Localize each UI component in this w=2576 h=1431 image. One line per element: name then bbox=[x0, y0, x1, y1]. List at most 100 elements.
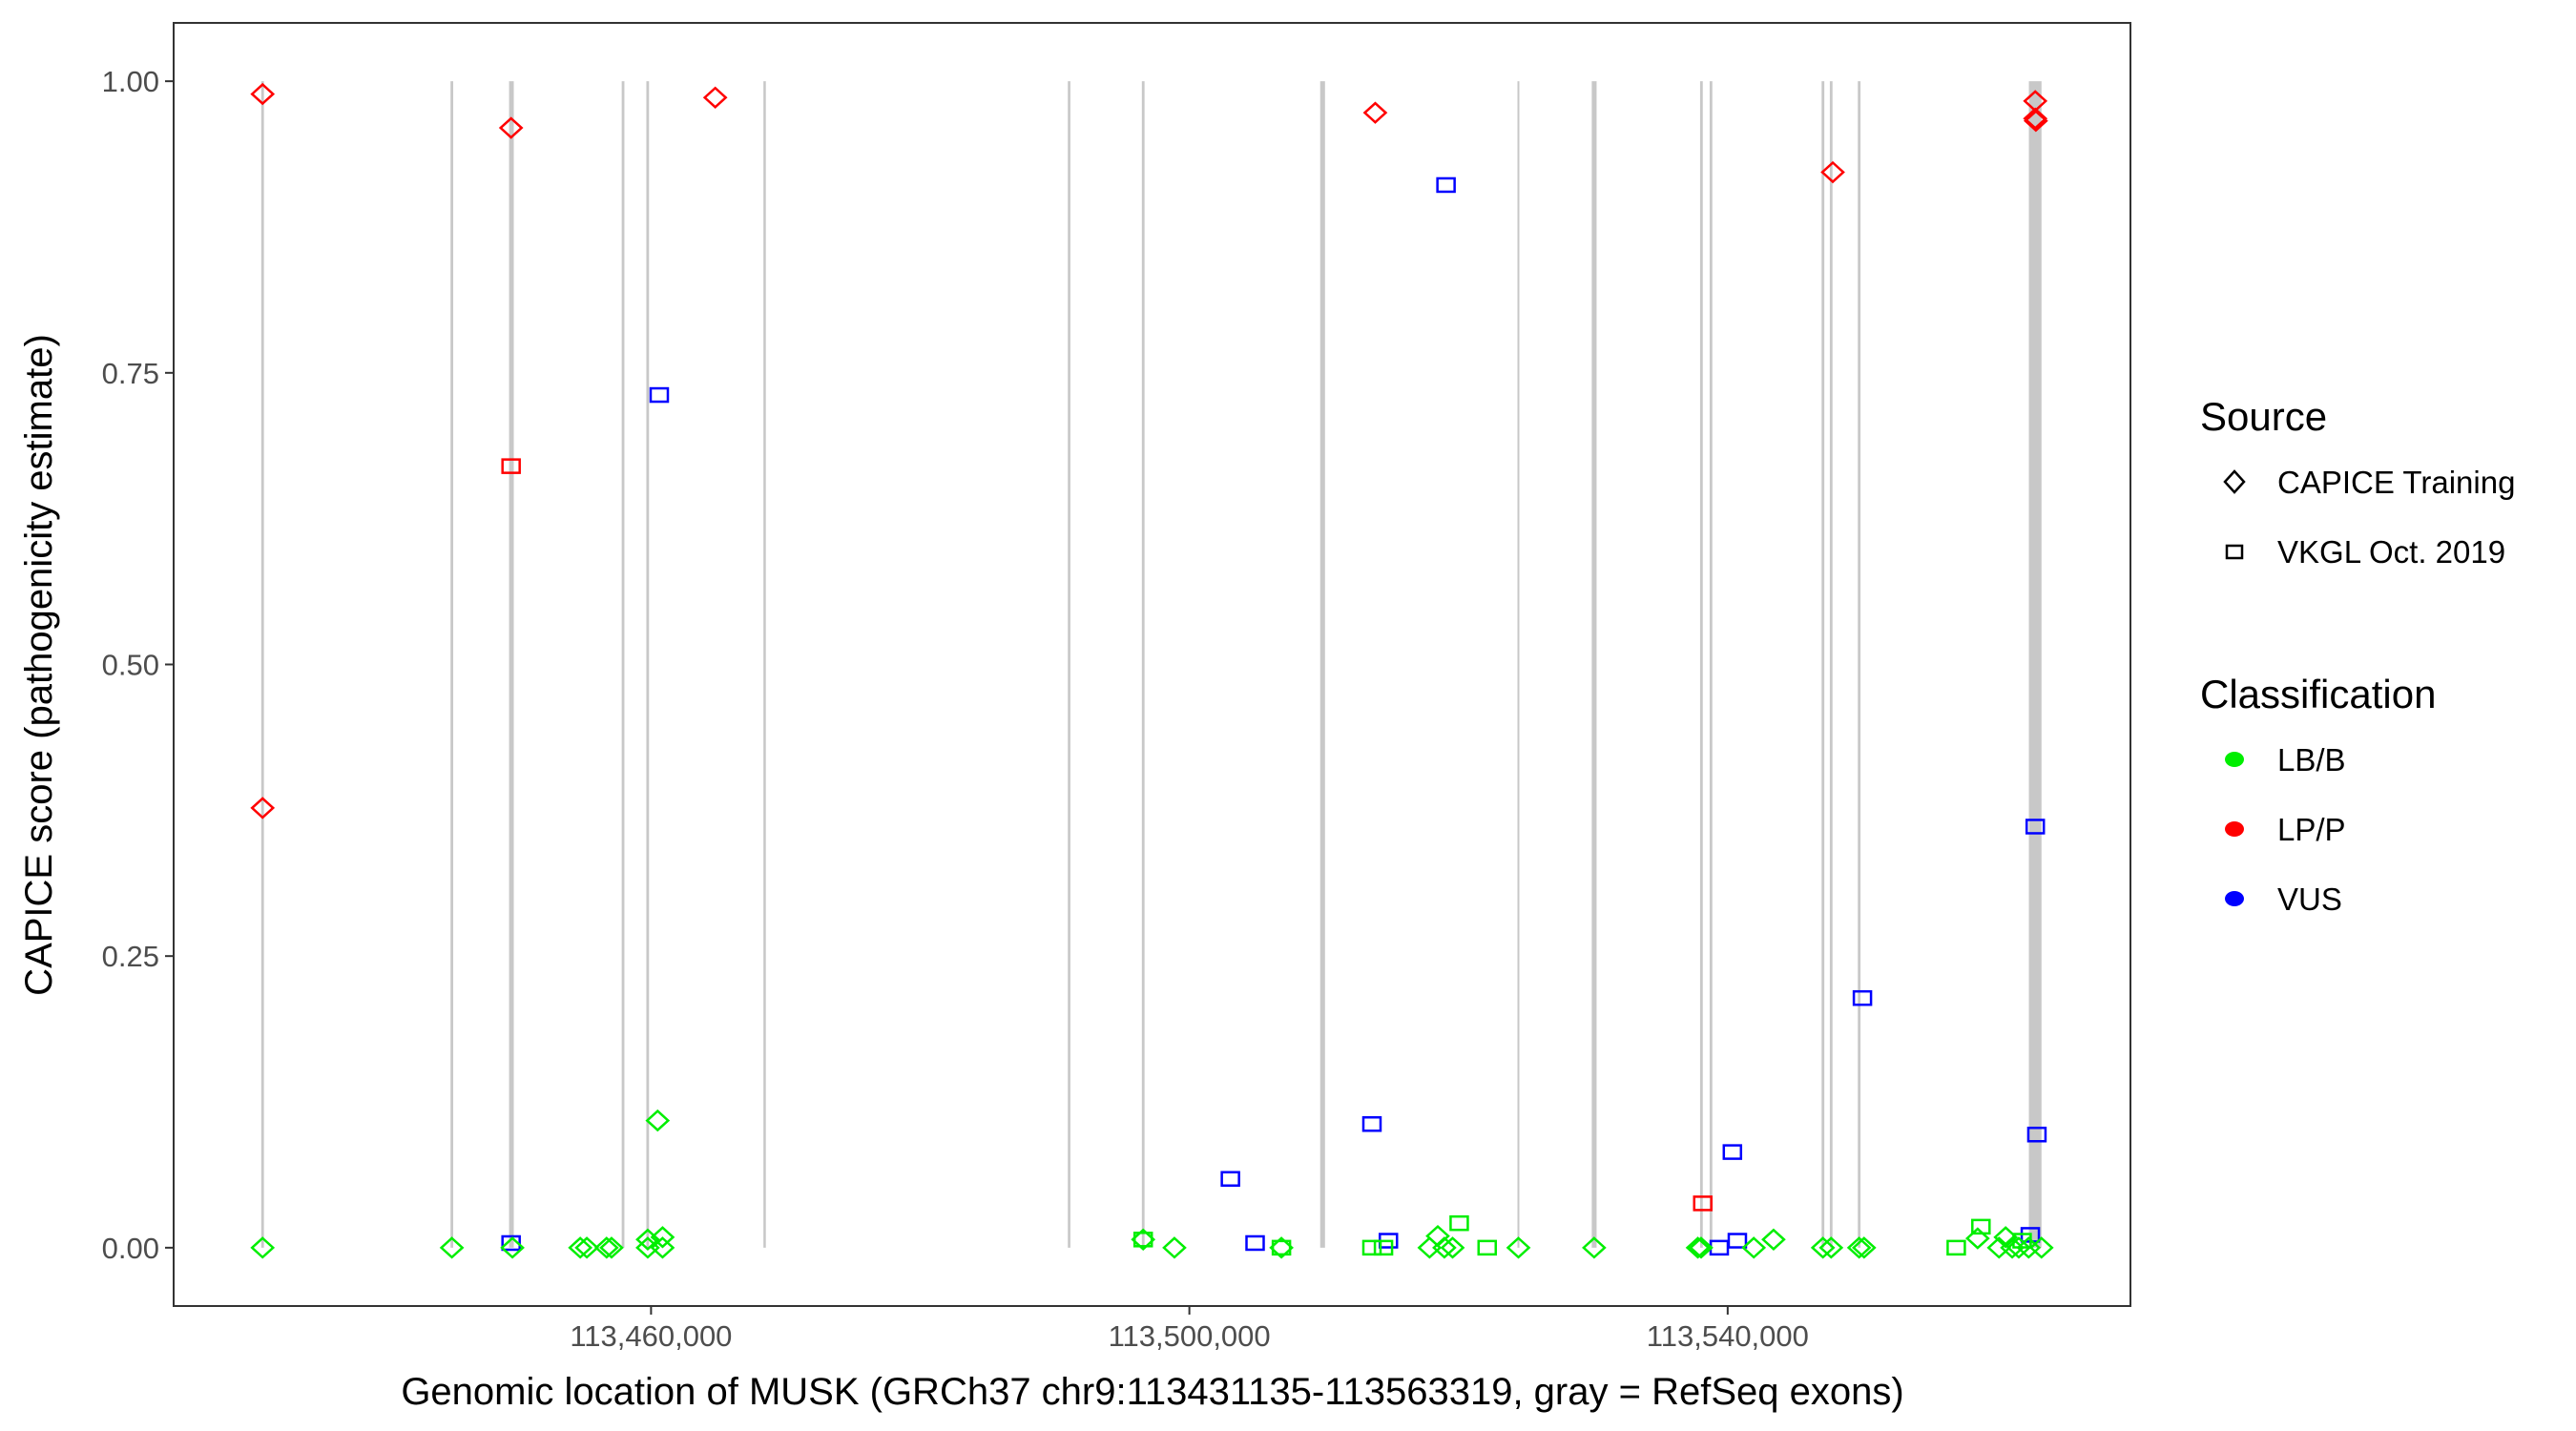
diamond-point bbox=[1582, 1236, 1607, 1259]
lbb-dot-icon bbox=[2225, 752, 2244, 767]
exon-line bbox=[646, 81, 650, 1248]
square-point bbox=[1722, 1144, 1743, 1160]
diamond-point bbox=[1820, 160, 1845, 184]
square-point bbox=[2012, 1233, 2032, 1249]
exon-line bbox=[1829, 81, 1833, 1248]
legend-class-title: Classification bbox=[2200, 672, 2436, 716]
exon-line bbox=[2028, 81, 2042, 1248]
exon-line bbox=[450, 81, 454, 1248]
diamond-point bbox=[2028, 1236, 2054, 1259]
square-point bbox=[1220, 1171, 1240, 1187]
exon-line bbox=[1858, 81, 1861, 1248]
exon-line bbox=[1319, 81, 1325, 1248]
legend-source-title: Source bbox=[2200, 394, 2327, 439]
diamond-point bbox=[568, 1236, 593, 1259]
legend-item-lbb: LB/B bbox=[2277, 742, 2346, 778]
exon-line bbox=[1141, 81, 1145, 1248]
exon-line bbox=[1591, 81, 1597, 1248]
diamond-point bbox=[1506, 1236, 1531, 1259]
diamond-point bbox=[1440, 1236, 1465, 1259]
x-tick-label: 113,540,000 bbox=[1647, 1319, 1809, 1353]
square-point bbox=[2026, 1127, 2047, 1143]
y-tick-label: 0.25 bbox=[102, 940, 159, 973]
diamond-point bbox=[1689, 1236, 1714, 1259]
legend-item-vkgl: VKGL Oct. 2019 bbox=[2277, 534, 2505, 570]
diamond-point bbox=[645, 1109, 671, 1132]
diamond-icon bbox=[2223, 469, 2246, 494]
diamond-point bbox=[1162, 1236, 1187, 1259]
square-point bbox=[1449, 1214, 1469, 1232]
exon-line bbox=[1068, 81, 1070, 1248]
square-point bbox=[649, 386, 670, 404]
diamond-point bbox=[1432, 1236, 1457, 1259]
square-icon bbox=[2225, 544, 2244, 560]
diamond-point bbox=[593, 1236, 619, 1259]
diamond-point bbox=[2023, 107, 2048, 130]
lpp-dot-icon bbox=[2225, 821, 2244, 837]
x-tick-label: 113,500,000 bbox=[1109, 1319, 1271, 1353]
diamond-point bbox=[1810, 1236, 1836, 1259]
diamond-point bbox=[1761, 1228, 1786, 1251]
legend-item-lpp: LP/P bbox=[2277, 812, 2346, 847]
x-axis-title: Genomic location of MUSK (GRCh37 chr9:11… bbox=[401, 1371, 1903, 1413]
square-point bbox=[501, 1234, 521, 1252]
diamond-point bbox=[599, 1236, 624, 1259]
diamond-point bbox=[2000, 1236, 2025, 1259]
y-tick-label: 0.00 bbox=[102, 1232, 159, 1265]
diamond-point bbox=[2024, 110, 2048, 133]
square-point bbox=[1477, 1239, 1497, 1256]
diamond-point bbox=[1818, 1236, 1844, 1259]
exon-line bbox=[1699, 81, 1703, 1248]
diamond-point bbox=[439, 1236, 465, 1259]
diamond-point bbox=[500, 1236, 525, 1259]
diamond-point bbox=[650, 1226, 675, 1249]
diamond-point bbox=[1362, 101, 1388, 124]
diamond-point bbox=[650, 1236, 675, 1259]
legend-item-vus: VUS bbox=[2277, 881, 2342, 917]
legend-item-capice: CAPICE Training bbox=[2277, 465, 2515, 500]
square-point bbox=[1245, 1234, 1265, 1252]
y-tick-label: 0.75 bbox=[102, 357, 159, 390]
y-tick-label: 1.00 bbox=[102, 65, 159, 98]
exon-line bbox=[763, 81, 766, 1248]
diamond-point bbox=[574, 1236, 599, 1259]
square-point bbox=[1727, 1233, 1748, 1249]
diamond-point bbox=[250, 82, 276, 106]
diamond-point bbox=[250, 1236, 276, 1259]
exon-line bbox=[1709, 81, 1713, 1248]
diamond-point bbox=[702, 86, 728, 109]
square-point bbox=[1693, 1195, 1713, 1212]
data-points bbox=[250, 82, 2054, 1259]
square-point bbox=[1132, 1232, 1153, 1248]
diamond-point bbox=[1685, 1236, 1711, 1259]
square-point bbox=[1946, 1239, 1966, 1256]
exon-line bbox=[509, 81, 514, 1248]
square-point bbox=[1361, 1239, 1382, 1256]
diamond-point bbox=[250, 797, 276, 819]
legend: Source CAPICE Training VKGL Oct. 2019 Cl… bbox=[2200, 394, 2515, 917]
diamond-point bbox=[1131, 1228, 1156, 1251]
diamond-point bbox=[1269, 1236, 1294, 1259]
vus-dot-icon bbox=[2225, 891, 2244, 906]
square-point bbox=[1436, 176, 1456, 194]
square-point bbox=[1971, 1218, 1991, 1235]
exon-line bbox=[1821, 81, 1825, 1248]
exon-line bbox=[621, 81, 625, 1248]
x-tick-label: 113,460,000 bbox=[570, 1319, 732, 1353]
diamond-point bbox=[1846, 1236, 1872, 1259]
square-point bbox=[2025, 819, 2046, 835]
square-point bbox=[1361, 1116, 1382, 1132]
diamond-point bbox=[1741, 1236, 1767, 1259]
diamond-point bbox=[1964, 1227, 1990, 1250]
y-axis: 0.00 0.25 0.50 0.75 1.00 bbox=[102, 65, 174, 1265]
square-point bbox=[1373, 1239, 1394, 1256]
diamond-point bbox=[1851, 1236, 1877, 1259]
diamond-point bbox=[498, 116, 524, 139]
exon-line bbox=[1517, 81, 1520, 1248]
exon-lines bbox=[260, 81, 2042, 1248]
x-axis: 113,460,000 113,500,000 113,540,000 bbox=[570, 1306, 1809, 1353]
diamond-point bbox=[2006, 1236, 2031, 1259]
exon-line bbox=[260, 81, 264, 1248]
